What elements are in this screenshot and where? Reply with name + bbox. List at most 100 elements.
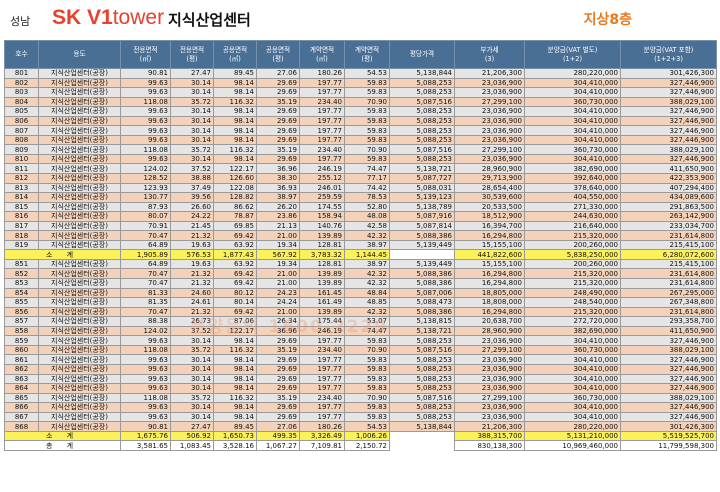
table-row: 867 지식산업센터(공장) 99.63 30.14 98.14 29.69 197.77 5… (4, 411, 717, 423)
table-cell: 124.02 (120, 325, 171, 337)
table-cell: 81.33 (120, 287, 171, 299)
table-cell: 지식산업센터(공장) (38, 258, 121, 270)
table-cell: 304,410,000 (524, 363, 621, 375)
table-cell: 407,294,400 (620, 182, 717, 194)
table-cell: 70.90 (344, 344, 390, 356)
table-row: 807 지식산업센터(공장) 99.63 30.14 98.14 29.69 197.77 5… (4, 125, 717, 136)
table-row: 863 지식산업센터(공장) 99.63 30.14 98.14 29.69 197.77 5… (4, 373, 717, 385)
table-cell: 327,446,900 (620, 354, 717, 365)
table-cell: 813 (4, 182, 39, 194)
table-cell: 122.17 (213, 163, 257, 174)
table-cell: 215,415,100 (620, 258, 717, 270)
table-cell: 392,640,000 (524, 173, 621, 184)
table-cell: 360,730,000 (524, 96, 621, 108)
table-cell: 27,299,100 (454, 392, 525, 404)
table-cell: 지식산업센터(공장) (38, 201, 121, 213)
table-cell: 5,088,386 (389, 306, 455, 318)
table-cell: 70.90 (344, 392, 390, 404)
table-cell: 23,036,900 (454, 87, 525, 98)
summary-cell: 7,109.81 (299, 440, 345, 451)
table-cell: 99.63 (120, 77, 171, 89)
table-cell: 21.00 (256, 306, 300, 318)
table-cell: 5,088,253 (389, 125, 455, 136)
table-cell: 327,446,900 (620, 125, 717, 136)
summary-cell: 3,783.32 (299, 249, 345, 260)
table-cell: 118.08 (120, 344, 171, 356)
table-cell: 388,029,100 (620, 392, 717, 404)
table-cell: 161.49 (299, 297, 345, 308)
table-cell: 74.47 (344, 325, 390, 337)
table-cell: 29.69 (256, 363, 300, 375)
table-row: 816 지식산업센터(공장) 80.07 24.22 78.87 23.86 158.94 4… (4, 211, 717, 222)
table-row: 865 지식산업센터(공장) 118.08 35.72 116.32 35.19 234.4… (4, 392, 717, 404)
table-row: 859 지식산업센터(공장) 99.63 30.14 98.14 29.69 197.77 5… (4, 335, 717, 346)
center-title: 지식산업센터 (168, 11, 251, 29)
table-cell: 35.72 (170, 96, 214, 108)
table-cell: 27.06 (256, 421, 300, 432)
table-cell: 5,088,253 (389, 363, 455, 375)
table-cell: 5,088,253 (389, 134, 455, 146)
table-cell: 53.07 (344, 316, 390, 327)
table-cell: 866 (4, 402, 39, 413)
summary-cell: 506.92 (170, 430, 214, 442)
table-cell: 139.89 (299, 268, 345, 280)
table-cell: 861 (4, 354, 39, 365)
table-cell: 59.83 (344, 115, 390, 127)
summary-cell: 576.53 (170, 249, 214, 260)
table-cell: 38.97 (344, 239, 390, 251)
table-cell: 26.20 (256, 201, 300, 213)
table-cell: 304,410,000 (524, 402, 621, 413)
table-cell: 지식산업센터(공장) (38, 411, 121, 423)
table-cell: 197.77 (299, 363, 345, 375)
summary-cell: 5,131,210,000 (524, 430, 621, 442)
table-cell: 180.26 (299, 68, 345, 79)
column-header: 용도 (38, 40, 121, 69)
table-cell: 5,088,253 (389, 335, 455, 346)
table-cell: 860 (4, 344, 39, 356)
table-cell: 지식산업센터(공장) (38, 392, 121, 404)
table-cell: 28,960,900 (454, 163, 525, 174)
table-cell: 863 (4, 373, 39, 385)
table-cell: 327,446,900 (620, 363, 717, 375)
table-cell: 21,206,300 (454, 68, 525, 79)
table-cell: 지식산업센터(공장) (38, 316, 121, 327)
table-cell: 259.59 (299, 192, 345, 203)
table-cell: 30.14 (170, 106, 214, 117)
table-cell: 38.88 (170, 173, 214, 184)
table-cell: 59.83 (344, 134, 390, 146)
table-cell: 37.49 (170, 182, 214, 194)
table-cell: 272,720,000 (524, 316, 621, 327)
table-row: 860 지식산업센터(공장) 118.08 35.72 116.32 35.19 234.4… (4, 344, 717, 356)
table-row: 817 지식산업센터(공장) 70.91 21.45 69.85 21.13 140.76 4… (4, 220, 717, 232)
table-cell: 231,614,800 (620, 230, 717, 241)
table-cell: 35.19 (256, 392, 300, 404)
table-cell: 816 (4, 211, 39, 222)
table-cell: 98.14 (213, 402, 257, 413)
summary-cell: 567.92 (256, 249, 300, 260)
table-cell: 5,088,253 (389, 383, 455, 394)
table-cell: 853 (4, 278, 39, 289)
table-cell: 99.63 (120, 354, 171, 365)
table-cell: 19.34 (256, 258, 300, 270)
table-cell: 29.69 (256, 115, 300, 127)
table-cell: 지식산업센터(공장) (38, 354, 121, 365)
table-cell: 지식산업센터(공장) (38, 383, 121, 394)
table-cell: 23,036,900 (454, 106, 525, 117)
table-cell: 지식산업센터(공장) (38, 134, 121, 146)
table-cell: 30.14 (170, 411, 214, 423)
table-cell: 지식산업센터(공장) (38, 192, 121, 203)
table-cell: 139.89 (299, 306, 345, 318)
table-cell: 59.83 (344, 153, 390, 165)
table-cell: 21.00 (256, 278, 300, 289)
logo-sk: SK (52, 6, 82, 29)
table-cell: 864 (4, 383, 39, 394)
table-cell: 216,640,000 (524, 220, 621, 232)
table-cell: 23,036,900 (454, 354, 525, 365)
table-cell: 263,142,900 (620, 211, 717, 222)
table-row: 851 지식산업센터(공장) 64.89 19.63 63.92 19.34 128.81 3… (4, 258, 717, 270)
summary-cell: 6,280,072,600 (620, 249, 717, 260)
summary-cell: 1,675.76 (120, 430, 171, 442)
column-header: 공용면적 (㎡) (213, 40, 257, 69)
table-cell: 지식산업센터(공장) (38, 335, 121, 346)
table-cell: 69.85 (213, 220, 257, 232)
